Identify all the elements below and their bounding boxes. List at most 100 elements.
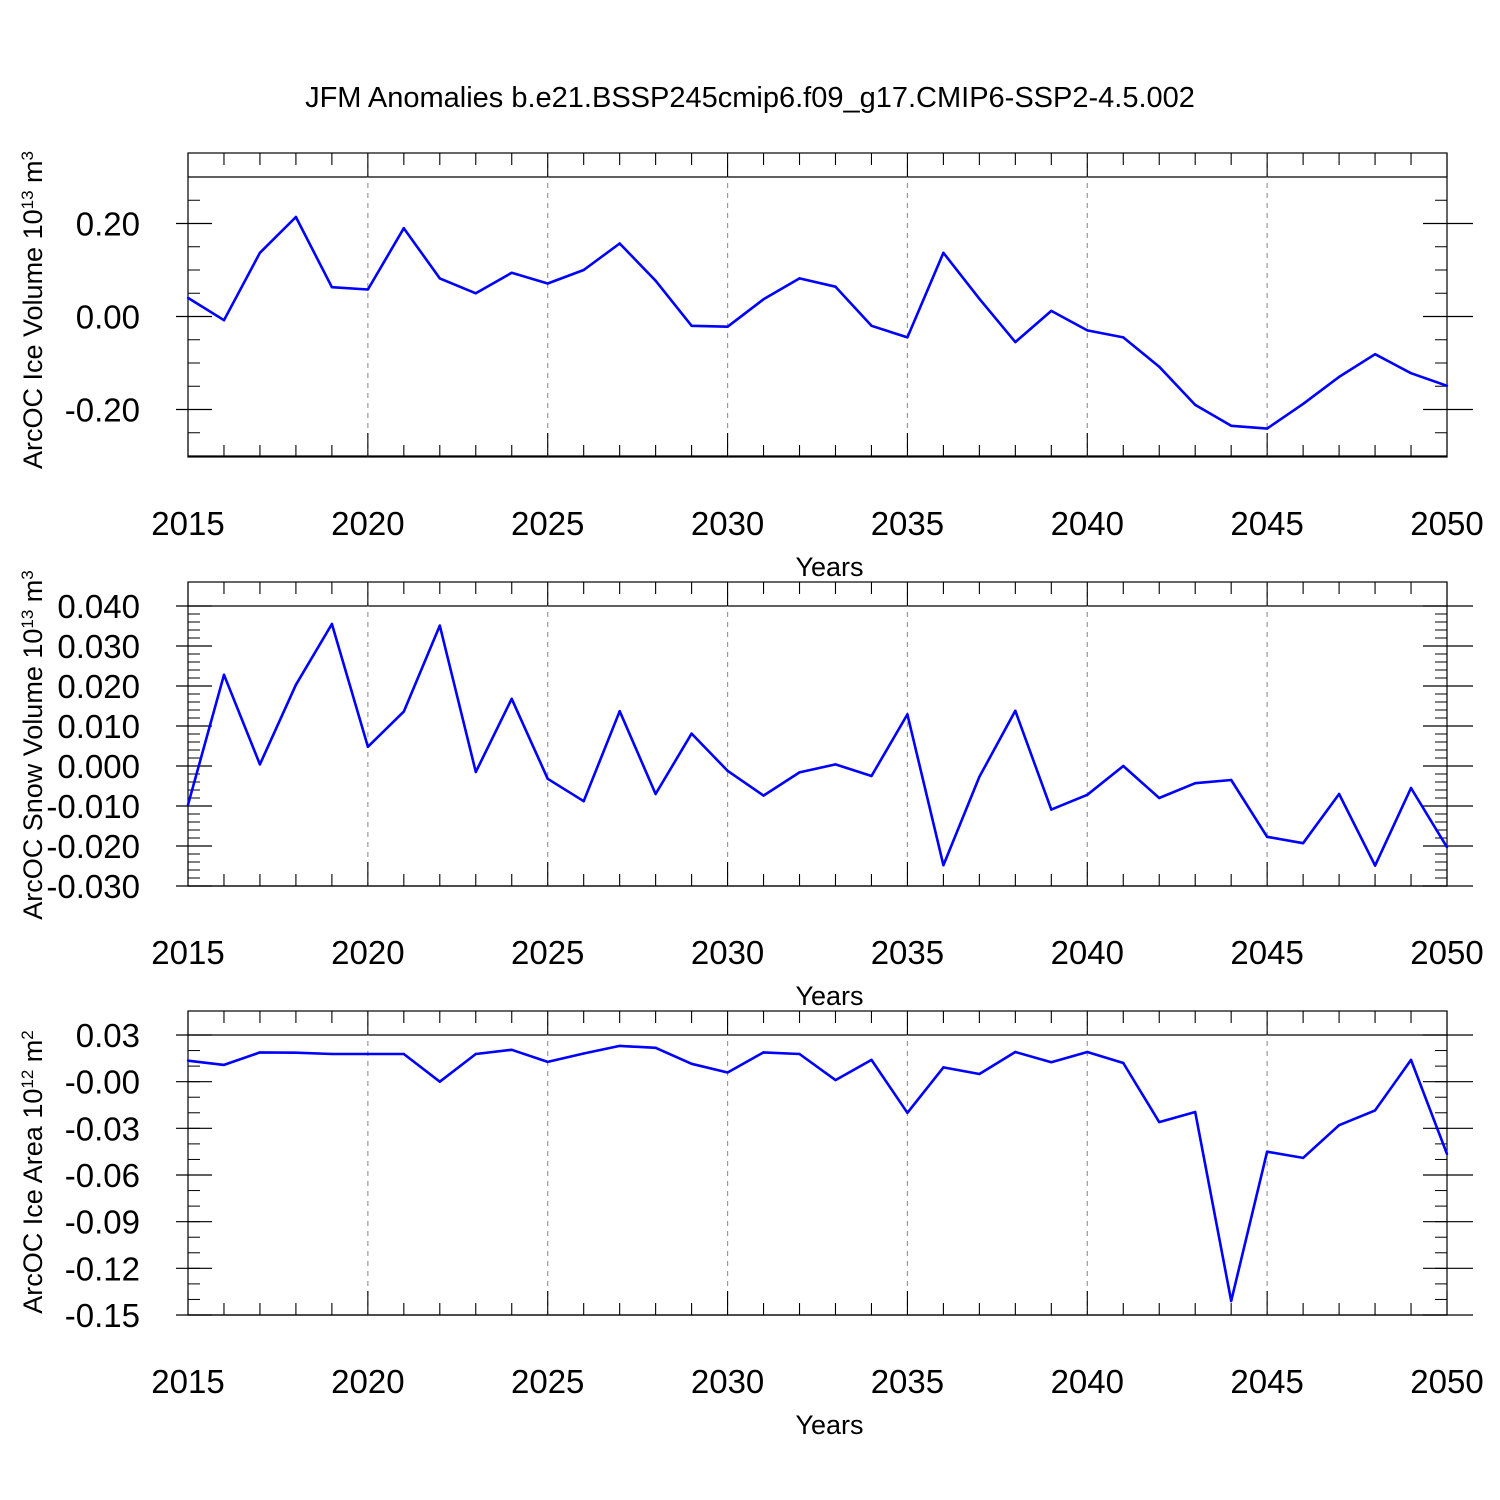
- ice-volume-point-2040: [1086, 329, 1089, 332]
- ice-area-ytick-label: -0.15: [65, 1297, 140, 1334]
- ice-area-point-2022: [438, 1080, 441, 1083]
- ice-volume-point-2043: [1194, 403, 1197, 407]
- snow-volume-point-2035: [906, 713, 909, 716]
- ice-volume-point-2025: [546, 282, 549, 285]
- snow-volume-point-2040: [1086, 793, 1089, 796]
- ice-volume-xaxis-label: Years: [795, 552, 863, 582]
- ice-volume-point-2023: [474, 292, 477, 295]
- snow-volume-point-2045: [1265, 835, 1269, 838]
- snow-volume-xtick-label-2025: 2025: [511, 934, 584, 971]
- ice-volume-xtick-label-2035: 2035: [871, 505, 944, 542]
- snow-volume-point-2027: [618, 710, 621, 713]
- snow-volume-point-2047: [1337, 792, 1341, 796]
- ice-area-xtick-label-2020: 2020: [331, 1363, 404, 1400]
- snow-volume-point-2017: [258, 763, 262, 766]
- ice-area-point-2032: [798, 1052, 801, 1056]
- ice-area-xtick-label-2035: 2035: [871, 1363, 944, 1400]
- snow-volume-yaxis-label: ArcOC Snow Volume 1013 m3: [18, 570, 49, 920]
- ice-volume-point-2046: [1301, 402, 1305, 406]
- ice-area-point-2043: [1194, 1110, 1197, 1114]
- ice-volume-xtick-label-2040: 2040: [1051, 505, 1124, 542]
- snow-volume-point-2031: [762, 794, 765, 797]
- snow-volume-point-2036: [942, 864, 945, 867]
- snow-volume-point-2032: [798, 771, 801, 774]
- ice-area-point-2020: [366, 1052, 370, 1056]
- ice-volume-plot-frame: [187, 152, 1448, 458]
- ice-area-point-2018: [294, 1051, 298, 1054]
- snow-volume-xtick-label-2045: 2045: [1230, 934, 1303, 971]
- ice-area-point-2025: [546, 1060, 549, 1064]
- ice-area-point-2036: [942, 1066, 945, 1069]
- ice-volume-ytick-label: 0.00: [76, 299, 140, 336]
- ice-area-point-2030: [726, 1071, 729, 1074]
- ice-volume-xtick-label-2015: 2015: [151, 505, 224, 542]
- ice-volume-point-2016: [222, 319, 226, 322]
- ice-volume-point-2017: [258, 251, 262, 254]
- snow-volume-point-2042: [1158, 796, 1161, 800]
- snow-volume-point-2046: [1301, 842, 1305, 845]
- ice-area-xtick-label-2025: 2025: [511, 1363, 584, 1400]
- ice-area-xaxis-label: Years: [795, 1410, 863, 1440]
- snow-volume-xtick-label-2035: 2035: [871, 934, 944, 971]
- ice-volume-point-2028: [654, 279, 657, 282]
- ice-volume-point-2039: [1050, 309, 1053, 313]
- snow-volume-point-2029: [690, 732, 693, 735]
- snow-volume-point-2026: [582, 800, 585, 803]
- ice-area-ytick-label: -0.00: [65, 1064, 140, 1101]
- ice-area-ytick-label: -0.03: [65, 1110, 140, 1147]
- ice-area-ytick-label: 0.03: [76, 1017, 140, 1054]
- snow-volume-series-line: [186, 622, 1449, 867]
- ice-volume-point-2032: [798, 277, 801, 280]
- ice-area-point-2023: [474, 1052, 477, 1056]
- ice-volume-point-2038: [1014, 340, 1017, 344]
- ice-volume-point-2015: [186, 296, 190, 300]
- snow-volume-point-2021: [402, 710, 406, 713]
- ice-volume-point-2029: [690, 324, 693, 327]
- ice-area-xtick-label-2045: 2045: [1230, 1363, 1303, 1400]
- ice-area-point-2026: [582, 1052, 585, 1055]
- snow-volume-point-2044: [1229, 778, 1233, 782]
- snow-volume-point-2050: [1445, 846, 1449, 849]
- ice-volume-xtick-label-2025: 2025: [511, 505, 584, 542]
- snow-volume-point-2048: [1373, 864, 1377, 867]
- snow-volume-ytick-label: -0.030: [46, 868, 140, 905]
- ice-volume-point-2024: [510, 271, 513, 274]
- snow-volume-ytick-label: -0.020: [46, 828, 140, 865]
- ice-volume-point-2036: [942, 251, 945, 254]
- ice-volume-yaxis-label: ArcOC Ice Volume 1013 m3: [18, 151, 49, 469]
- snow-volume-point-2020: [366, 745, 370, 748]
- ice-area-point-2040: [1086, 1050, 1089, 1054]
- ice-area-series-line: [187, 1044, 1449, 1303]
- ice-volume-point-2030: [726, 325, 729, 328]
- snow-volume-point-2038: [1014, 709, 1017, 712]
- ice-area-xtick-label-2030: 2030: [691, 1363, 764, 1400]
- ice-volume-point-2035: [906, 336, 909, 339]
- snow-volume-ytick-label: 0.020: [57, 668, 140, 705]
- ice-volume-point-2033: [834, 285, 837, 288]
- ice-area-point-2034: [870, 1058, 873, 1062]
- snow-volume-point-2041: [1122, 764, 1125, 768]
- snow-volume-ytick-label: -0.010: [46, 788, 140, 825]
- ice-volume-ytick-label: -0.20: [65, 392, 140, 429]
- ice-area-point-2046: [1301, 1156, 1305, 1160]
- snow-volume-ytick-label: 0.030: [57, 628, 140, 665]
- snow-volume-point-2043: [1194, 782, 1197, 785]
- ice-volume-point-2044: [1229, 424, 1233, 427]
- ice-area-plot-frame: [187, 1010, 1448, 1316]
- snow-volume-ytick-label: 0.000: [57, 748, 140, 785]
- snow-volume-ytick-label: 0.010: [57, 708, 140, 745]
- ice-area-ytick-label: -0.12: [65, 1250, 140, 1287]
- ice-area-point-2031: [762, 1051, 765, 1054]
- ice-area-point-2048: [1373, 1109, 1377, 1112]
- snow-volume-point-2015: [186, 803, 190, 806]
- ice-area-point-2028: [654, 1046, 657, 1049]
- ice-area-xtick-label-2015: 2015: [151, 1363, 224, 1400]
- ice-volume-point-2037: [978, 297, 981, 301]
- ice-volume-point-2026: [582, 268, 585, 272]
- ice-volume-point-2045: [1265, 427, 1269, 430]
- ice-area-point-2042: [1158, 1120, 1161, 1124]
- ice-area-point-2049: [1409, 1058, 1413, 1062]
- ice-volume-xtick-label-2045: 2045: [1230, 505, 1303, 542]
- ice-area-ytick-label: -0.09: [65, 1204, 140, 1241]
